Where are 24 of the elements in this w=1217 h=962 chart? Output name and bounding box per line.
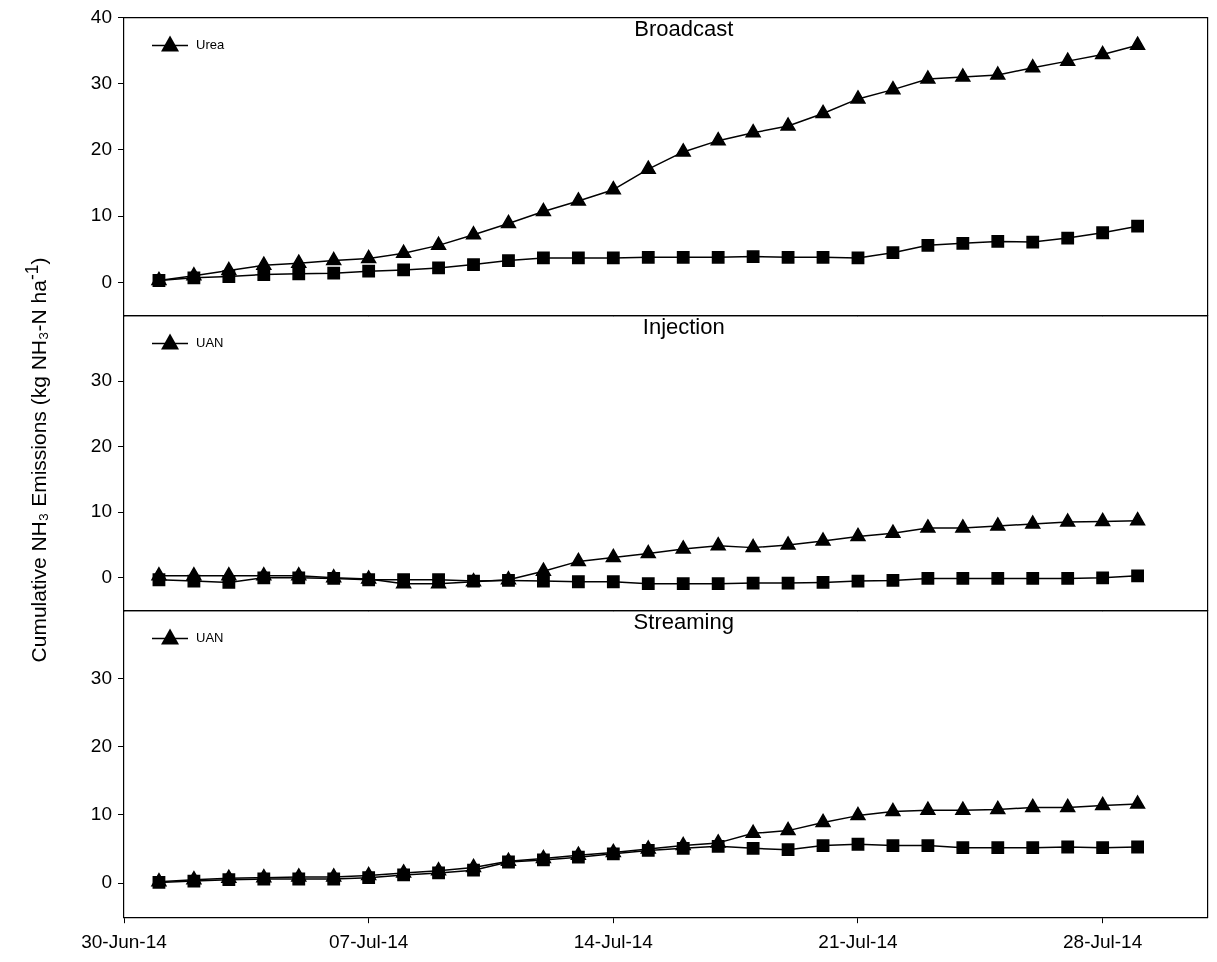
x-tick-label: 30-Jun-14 bbox=[81, 930, 168, 952]
legend-label: UAN bbox=[196, 334, 224, 350]
y-tick-label: 20 bbox=[90, 138, 112, 160]
chart-title: Broadcast bbox=[634, 16, 734, 42]
y-tick-label: 10 bbox=[90, 500, 112, 522]
y-tick-label: 0 bbox=[101, 566, 112, 588]
y-tick-label: 30 bbox=[90, 71, 112, 93]
x-tick-label: 14-Jul-14 bbox=[573, 930, 654, 952]
x-tick-label: 07-Jul-14 bbox=[329, 930, 409, 952]
y-tick-label: 30 bbox=[90, 369, 112, 391]
y-tick-label: 0 bbox=[101, 270, 112, 292]
y-tick-label: 20 bbox=[90, 434, 112, 456]
y-tick-label: 10 bbox=[90, 803, 112, 825]
x-tick-label: 21-Jul-14 bbox=[818, 930, 899, 952]
legend-label: UAN bbox=[196, 629, 224, 645]
legend-label: Urea bbox=[196, 36, 225, 52]
chart-title: Streaming bbox=[633, 609, 734, 635]
y-tick-label: 40 bbox=[90, 5, 112, 27]
chart-title: Injection bbox=[642, 314, 725, 340]
y-tick-label: 30 bbox=[90, 666, 112, 688]
y-tick-label: 20 bbox=[90, 734, 112, 756]
y-tick-label: 0 bbox=[101, 871, 112, 893]
y-tick-label: 10 bbox=[90, 204, 112, 226]
x-tick-label: 28-Jul-14 bbox=[1063, 930, 1143, 952]
